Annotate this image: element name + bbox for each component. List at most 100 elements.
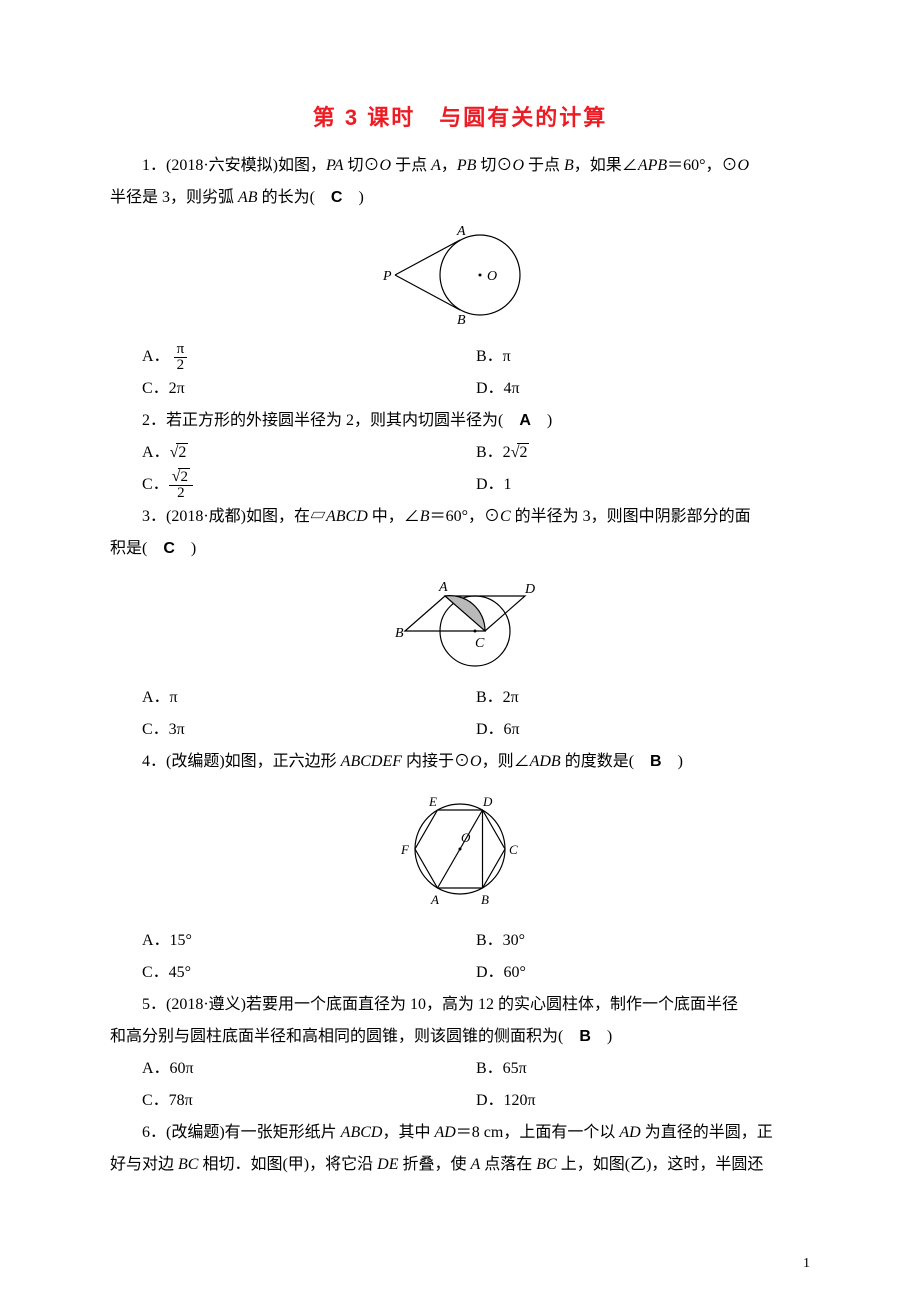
q1-l2-c: ) xyxy=(342,189,363,206)
q1-stem: 1．(2018·六安模拟)如图，PA 切⊙O 于点 A，PB 切⊙O 于点 B，… xyxy=(110,150,810,182)
q2-optC-pre: C． xyxy=(142,469,169,501)
q1-optA-label: A． xyxy=(142,341,170,373)
q4-t5: ) xyxy=(662,753,683,770)
q1-text-5: 切⊙ xyxy=(476,157,512,174)
q4-t3: ，则∠ xyxy=(482,753,530,770)
q3-t1: 3．(2018·成都)如图，在▱ xyxy=(142,508,326,525)
page-number: 1 xyxy=(803,1256,810,1272)
q1-B-1: B xyxy=(564,157,574,174)
q6-l2b: 相切．如图(甲)，将它沿 xyxy=(198,1156,377,1173)
q4-fig-A: A xyxy=(430,892,439,907)
q6-AD-1: AD xyxy=(434,1124,455,1141)
q1-optC: C．2π xyxy=(142,373,476,405)
q1-stem-line2: 半径是 3，则劣弧 AB 的长为( C ) xyxy=(110,182,810,214)
q3-t3: ＝60°，⊙ xyxy=(430,508,500,525)
q5-stem-line2: 和高分别与圆柱底面半径和高相同的圆锥，则该圆锥的侧面积为( B ) xyxy=(110,1021,810,1053)
q1-PB: PB xyxy=(457,157,477,174)
q6-t2: ，其中 xyxy=(382,1124,434,1141)
q1-text-7: ，如果∠ xyxy=(574,157,638,174)
q5-l2b: ) xyxy=(591,1028,612,1045)
q1-optA-num: π xyxy=(174,342,188,358)
q4-t1: 4．(改编题)如图，正六边形 xyxy=(142,753,341,770)
q1-text-3: 于点 xyxy=(391,157,431,174)
q2-text-b: ) xyxy=(531,412,552,429)
q4-t4: 的度数是( xyxy=(561,753,650,770)
q1-APB: APB xyxy=(638,157,667,174)
q3-stem-line2: 积是( C ) xyxy=(110,533,810,565)
q4-fig-O: O xyxy=(461,830,471,845)
q2-optB-pre: B．2 xyxy=(476,437,511,469)
q6-BC2: BC xyxy=(536,1156,556,1173)
q6-t3: ＝8 cm，上面有一个以 xyxy=(456,1124,620,1141)
q6-l2a: 好与对边 xyxy=(110,1156,178,1173)
q6-l2e: 上，如图(乙)，这时，半圆还 xyxy=(557,1156,764,1173)
q5-t1: 5．(2018·遵义)若要用一个底面直径为 10，高为 12 的实心圆柱体，制作… xyxy=(142,996,738,1013)
q6-stem-line2: 好与对边 BC 相切．如图(甲)，将它沿 DE 折叠，使 A 点落在 BC 上，… xyxy=(110,1149,810,1181)
q3-fig-C: C xyxy=(475,636,485,651)
q1-fig-O: O xyxy=(487,269,497,284)
q4-fig-C: C xyxy=(509,842,518,857)
q2-optA: A． 2 xyxy=(142,437,476,469)
q4-ADB: ADB xyxy=(530,753,561,770)
q3-fig-D: D xyxy=(524,582,535,597)
page: 第 3 课时 与圆有关的计算 1．(2018·六安模拟)如图，PA 切⊙O 于点… xyxy=(0,0,920,1302)
q2-optB-rad: 2 xyxy=(517,443,529,461)
q1-optD: D．4π xyxy=(476,373,810,405)
q4-optA: A．15° xyxy=(142,925,476,957)
q1-figure: A B P O xyxy=(110,220,810,335)
q1-fig-A: A xyxy=(456,224,466,239)
q4-t2: 内接于⊙ xyxy=(402,753,470,770)
q5-answer: B xyxy=(579,1028,591,1045)
q2-text: 2．若正方形的外接圆半径为 2，则其内切圆半径为( xyxy=(142,412,519,429)
q3-figure: A D B C xyxy=(110,571,810,676)
q1-fig-P: P xyxy=(382,269,392,284)
q6-DE: DE xyxy=(377,1156,398,1173)
q3-answer: C xyxy=(163,540,175,557)
q3-optC: C．3π xyxy=(142,714,476,746)
q2-optA-pre: A． xyxy=(142,437,170,469)
q4-fig-D: D xyxy=(482,794,493,809)
q1-text-1: 1．(2018·六安模拟)如图， xyxy=(142,157,326,174)
q2-optC-num: 2 xyxy=(169,469,193,486)
q3-optA: A．π xyxy=(142,682,476,714)
q3-B: B xyxy=(420,508,430,525)
q4-options: A．15° B．30° C．45° D．60° xyxy=(142,925,810,989)
q1-text-2: 切⊙ xyxy=(343,157,379,174)
q4-stem: 4．(改编题)如图，正六边形 ABCDEF 内接于⊙O，则∠ADB 的度数是( … xyxy=(110,746,810,778)
q6-ABCD: ABCD xyxy=(341,1124,383,1141)
q1-options: A． π 2 B．π C．2π D．4π xyxy=(142,341,810,405)
q1-text-8: ＝60°，⊙ xyxy=(667,157,737,174)
q6-AD-2: AD xyxy=(619,1124,640,1141)
q4-fig-F: F xyxy=(400,842,410,857)
q1-A-1: A xyxy=(431,157,441,174)
q6-stem: 6．(改编题)有一张矩形纸片 ABCD，其中 AD＝8 cm，上面有一个以 AD… xyxy=(110,1117,810,1149)
q3-t2: 中，∠ xyxy=(368,508,420,525)
q1-PA: PA xyxy=(326,157,343,174)
q1-O-1: O xyxy=(380,157,392,174)
q4-ABCDEF: ABCDEF xyxy=(341,753,402,770)
q6-l2c: 折叠，使 xyxy=(398,1156,470,1173)
q5-l2: 和高分别与圆柱底面半径和高相同的圆锥，则该圆锥的侧面积为( xyxy=(110,1028,579,1045)
q2-optA-sqrt: 2 xyxy=(170,437,189,469)
q1-text-6: 于点 xyxy=(524,157,564,174)
q4-O: O xyxy=(470,753,482,770)
q5-options: A．60π B．65π C．78π D．120π xyxy=(142,1053,810,1117)
q6-l2d: 点落在 xyxy=(480,1156,536,1173)
q2-options: A． 2 B．2 2 C． 2 2 D．1 xyxy=(142,437,810,501)
q4-optB: B．30° xyxy=(476,925,810,957)
q1-optA: A． π 2 xyxy=(142,341,476,373)
q3-ABCD: ABCD xyxy=(326,508,368,525)
q3-fig-B: B xyxy=(395,626,404,641)
q2-answer: A xyxy=(519,412,531,429)
q6-t1: 6．(改编题)有一张矩形纸片 xyxy=(142,1124,341,1141)
q2-optB-sqrt: 2 xyxy=(511,437,530,469)
q3-C: C xyxy=(500,508,511,525)
q1-answer: C xyxy=(331,189,343,206)
q6-BC: BC xyxy=(178,1156,198,1173)
q3-optB: B．2π xyxy=(476,682,810,714)
q2-optC-den: 2 xyxy=(169,486,193,501)
q1-AB: AB xyxy=(238,189,258,206)
q4-optD: D．60° xyxy=(476,957,810,989)
q2-optD: D．1 xyxy=(476,469,810,501)
q3-stem: 3．(2018·成都)如图，在▱ABCD 中，∠B＝60°，⊙C 的半径为 3，… xyxy=(110,501,810,533)
